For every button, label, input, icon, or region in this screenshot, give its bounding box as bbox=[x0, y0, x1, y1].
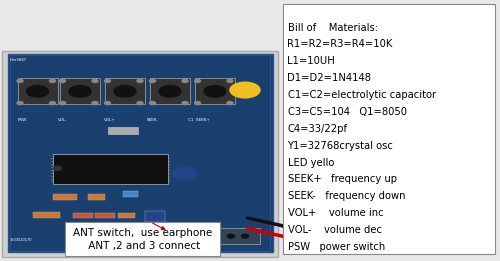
Circle shape bbox=[228, 234, 234, 238]
Circle shape bbox=[69, 86, 91, 97]
Text: ANT ,2 and 3 connect: ANT ,2 and 3 connect bbox=[85, 241, 200, 251]
Circle shape bbox=[200, 234, 206, 238]
Text: C1  SEEK+: C1 SEEK+ bbox=[188, 118, 210, 122]
Text: SEEK-: SEEK- bbox=[146, 118, 158, 122]
Circle shape bbox=[242, 234, 248, 238]
Bar bbox=[52, 154, 168, 184]
Text: PSW   power switch: PSW power switch bbox=[288, 242, 385, 252]
Bar bbox=[2, 51, 278, 257]
Circle shape bbox=[17, 102, 23, 105]
Text: R1=R2=R3=R4=10K: R1=R2=R3=R4=10K bbox=[288, 39, 393, 49]
Circle shape bbox=[214, 234, 220, 238]
Circle shape bbox=[172, 234, 178, 238]
Circle shape bbox=[150, 102, 156, 105]
Bar bbox=[150, 78, 190, 104]
Text: L1=10UH: L1=10UH bbox=[288, 56, 335, 66]
Circle shape bbox=[104, 79, 110, 82]
Bar bbox=[95, 213, 115, 218]
Circle shape bbox=[194, 79, 200, 82]
Bar bbox=[158, 231, 176, 245]
Bar bbox=[282, 4, 495, 254]
Text: C4=33/22pf: C4=33/22pf bbox=[288, 124, 348, 134]
Text: C3=C5=104   Q1=8050: C3=C5=104 Q1=8050 bbox=[288, 107, 406, 117]
Circle shape bbox=[92, 79, 98, 82]
Bar bbox=[122, 191, 138, 197]
Circle shape bbox=[137, 79, 143, 82]
Text: VOL-    volume dec: VOL- volume dec bbox=[288, 225, 382, 235]
Text: D1=D2=1N4148: D1=D2=1N4148 bbox=[288, 73, 372, 83]
Text: 1503020170: 1503020170 bbox=[10, 239, 32, 242]
Bar bbox=[60, 78, 100, 104]
Bar bbox=[32, 212, 60, 218]
Circle shape bbox=[92, 102, 98, 105]
Bar bbox=[18, 78, 58, 104]
Circle shape bbox=[172, 167, 198, 180]
Text: VOL+    volume inc: VOL+ volume inc bbox=[288, 208, 383, 218]
Circle shape bbox=[186, 234, 192, 238]
Bar bbox=[88, 194, 105, 200]
Bar bbox=[168, 228, 260, 244]
Bar bbox=[118, 213, 135, 218]
Circle shape bbox=[54, 166, 62, 170]
Bar bbox=[108, 127, 138, 134]
Bar bbox=[105, 78, 145, 104]
Circle shape bbox=[137, 102, 143, 105]
Text: PSW: PSW bbox=[18, 118, 27, 122]
Circle shape bbox=[182, 102, 188, 105]
Bar bbox=[65, 222, 220, 256]
Circle shape bbox=[26, 86, 48, 97]
Circle shape bbox=[182, 79, 188, 82]
Bar bbox=[195, 78, 235, 104]
Bar bbox=[52, 194, 76, 200]
Text: VOL-: VOL- bbox=[58, 118, 67, 122]
Bar bbox=[145, 211, 165, 222]
Circle shape bbox=[60, 102, 66, 105]
Circle shape bbox=[227, 79, 233, 82]
Circle shape bbox=[159, 86, 181, 97]
Circle shape bbox=[17, 79, 23, 82]
Text: C1=C2=electrolytic capacitor: C1=C2=electrolytic capacitor bbox=[288, 90, 436, 100]
Text: Hex3687: Hex3687 bbox=[10, 58, 27, 62]
Bar bbox=[8, 54, 272, 252]
Text: SEEK-   frequency down: SEEK- frequency down bbox=[288, 191, 405, 201]
Text: SEEK+   frequency up: SEEK+ frequency up bbox=[288, 174, 397, 184]
Circle shape bbox=[104, 102, 110, 105]
Circle shape bbox=[50, 102, 56, 105]
Bar bbox=[72, 213, 92, 218]
Text: Bill of    Materials:: Bill of Materials: bbox=[288, 22, 378, 33]
Bar bbox=[10, 55, 270, 251]
Text: Y1=32768crystal osc: Y1=32768crystal osc bbox=[288, 141, 394, 151]
Text: ANT switch,  use earphone: ANT switch, use earphone bbox=[73, 228, 212, 238]
Circle shape bbox=[60, 79, 66, 82]
Text: VOL+: VOL+ bbox=[104, 118, 116, 122]
Text: LED yello: LED yello bbox=[288, 158, 334, 168]
Circle shape bbox=[114, 86, 136, 97]
Circle shape bbox=[50, 79, 56, 82]
Circle shape bbox=[194, 102, 200, 105]
Circle shape bbox=[150, 79, 156, 82]
Circle shape bbox=[227, 102, 233, 105]
Circle shape bbox=[230, 82, 260, 98]
Circle shape bbox=[204, 86, 226, 97]
